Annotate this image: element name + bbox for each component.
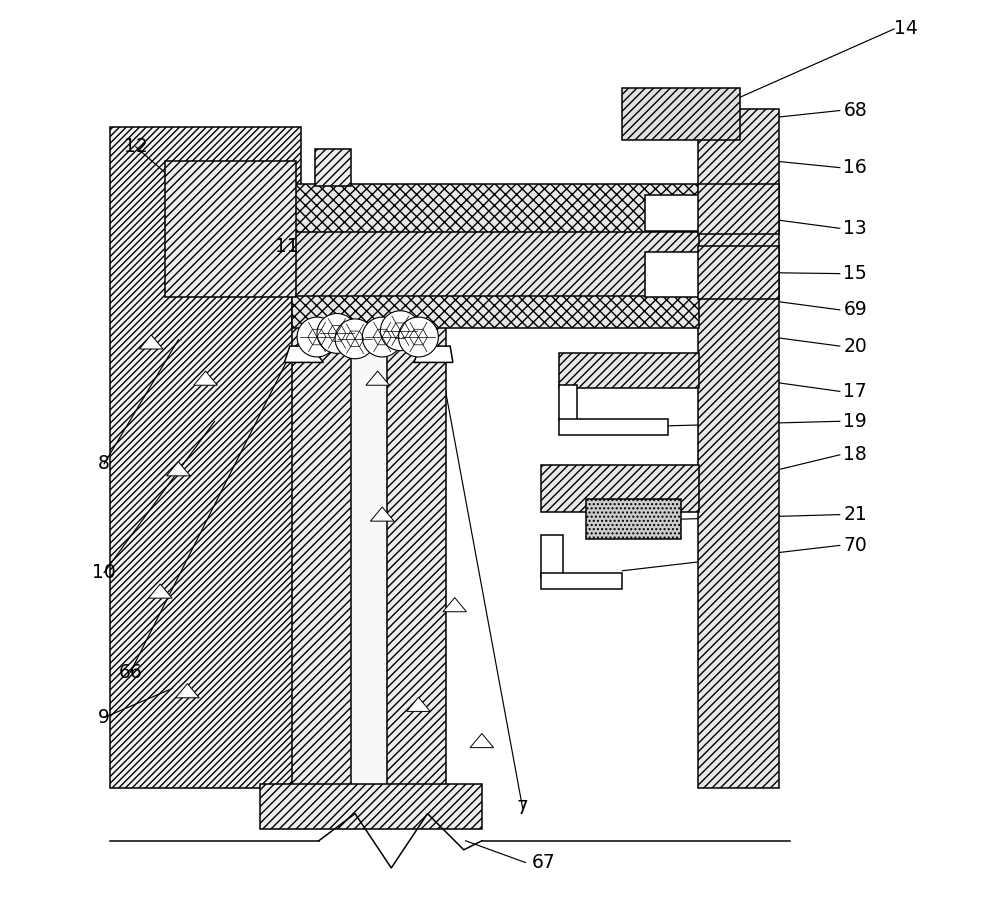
Circle shape (380, 311, 420, 351)
Polygon shape (366, 371, 389, 385)
Bar (351, 290, 387, 788)
Circle shape (399, 317, 438, 357)
Bar (110, 127, 301, 788)
Bar (622, 88, 740, 140)
Circle shape (335, 319, 375, 359)
Bar (645, 195, 699, 231)
Polygon shape (176, 684, 199, 698)
Polygon shape (370, 507, 394, 521)
Text: 7: 7 (517, 799, 529, 817)
Bar (292, 296, 699, 328)
Bar (559, 419, 668, 435)
Polygon shape (414, 346, 453, 362)
Bar (645, 252, 699, 297)
Polygon shape (139, 335, 163, 349)
Bar (698, 246, 779, 299)
Polygon shape (194, 371, 217, 385)
Bar (292, 232, 699, 297)
Text: 21: 21 (843, 506, 867, 524)
Text: 9: 9 (98, 708, 110, 727)
Text: 15: 15 (843, 265, 867, 283)
Text: 12: 12 (124, 138, 148, 156)
Polygon shape (148, 584, 172, 598)
Bar (541, 535, 563, 578)
Polygon shape (470, 734, 494, 747)
Circle shape (362, 317, 402, 357)
Text: 17: 17 (843, 382, 867, 400)
Text: 68: 68 (843, 101, 867, 120)
Bar (260, 784, 482, 829)
Bar (292, 184, 699, 234)
Bar (165, 161, 296, 297)
Text: 14: 14 (894, 20, 918, 38)
Text: 13: 13 (843, 219, 867, 237)
Text: 70: 70 (843, 536, 867, 554)
Bar (541, 573, 622, 589)
Bar (698, 109, 779, 788)
Text: 67: 67 (532, 853, 555, 872)
Text: 19: 19 (843, 412, 867, 430)
Text: 10: 10 (92, 564, 116, 582)
Bar (315, 149, 351, 186)
Bar (698, 184, 779, 234)
Text: 69: 69 (843, 301, 867, 319)
Circle shape (317, 313, 357, 353)
Text: 16: 16 (843, 159, 867, 177)
Polygon shape (284, 346, 323, 362)
Text: 66: 66 (118, 663, 142, 681)
Bar (559, 353, 699, 388)
Bar (387, 290, 446, 788)
Bar (292, 290, 351, 788)
Bar (586, 499, 681, 539)
Bar (541, 465, 699, 512)
Bar (559, 385, 577, 421)
Text: 11: 11 (275, 237, 299, 255)
Text: 20: 20 (843, 337, 867, 355)
Polygon shape (167, 462, 190, 476)
Text: 18: 18 (843, 446, 867, 464)
Polygon shape (407, 698, 430, 711)
Polygon shape (443, 598, 466, 612)
Circle shape (297, 317, 337, 357)
Text: 8: 8 (98, 455, 110, 473)
